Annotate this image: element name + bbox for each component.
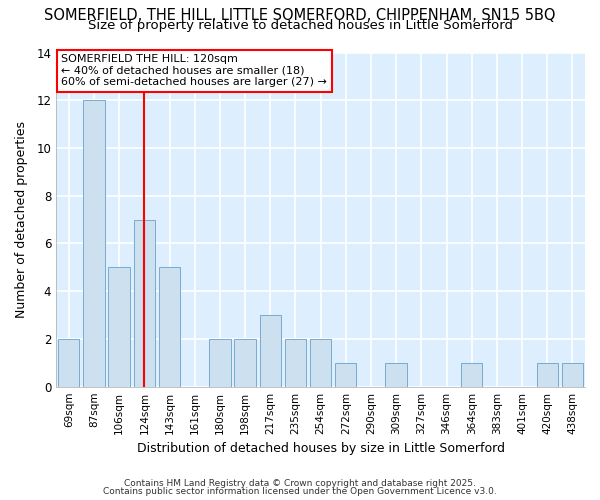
Bar: [235, 339, 256, 386]
Text: SOMERFIELD, THE HILL, LITTLE SOMERFORD, CHIPPENHAM, SN15 5BQ: SOMERFIELD, THE HILL, LITTLE SOMERFORD, …: [44, 8, 556, 22]
Bar: [260, 315, 281, 386]
Bar: [310, 339, 331, 386]
Bar: [209, 339, 230, 386]
X-axis label: Distribution of detached houses by size in Little Somerford: Distribution of detached houses by size …: [137, 442, 505, 455]
Bar: [58, 339, 79, 386]
Bar: [285, 339, 306, 386]
Bar: [335, 363, 356, 386]
Text: SOMERFIELD THE HILL: 120sqm
← 40% of detached houses are smaller (18)
60% of sem: SOMERFIELD THE HILL: 120sqm ← 40% of det…: [61, 54, 328, 88]
Bar: [461, 363, 482, 386]
Bar: [83, 100, 104, 386]
Bar: [159, 268, 180, 386]
Text: Contains HM Land Registry data © Crown copyright and database right 2025.: Contains HM Land Registry data © Crown c…: [124, 478, 476, 488]
Text: Contains public sector information licensed under the Open Government Licence v3: Contains public sector information licen…: [103, 487, 497, 496]
Bar: [385, 363, 407, 386]
Bar: [536, 363, 558, 386]
Bar: [109, 268, 130, 386]
Bar: [134, 220, 155, 386]
Y-axis label: Number of detached properties: Number of detached properties: [15, 121, 28, 318]
Text: Size of property relative to detached houses in Little Somerford: Size of property relative to detached ho…: [88, 19, 512, 32]
Bar: [562, 363, 583, 386]
